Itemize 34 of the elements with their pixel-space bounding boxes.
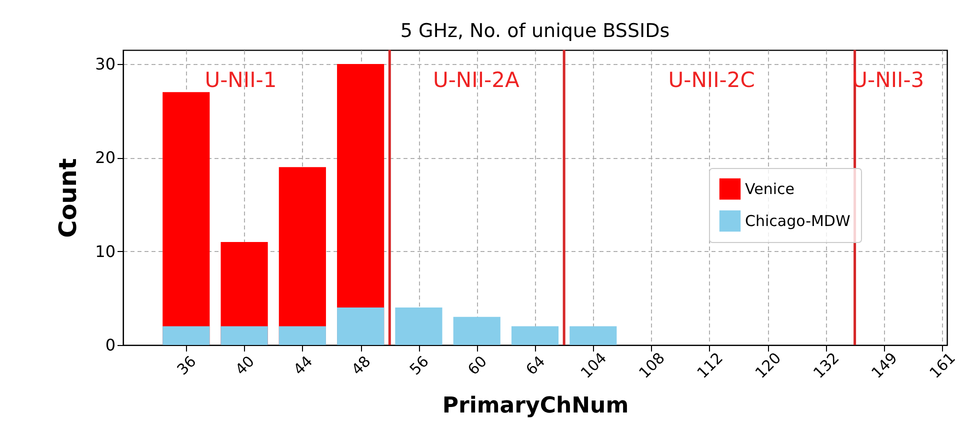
x-tick-label: 48 xyxy=(348,352,374,379)
y-tick-label: 10 xyxy=(95,242,116,261)
legend-label: Chicago-MDW xyxy=(745,212,850,230)
y-tick-label: 30 xyxy=(95,54,116,74)
bar xyxy=(570,326,617,345)
bar xyxy=(162,326,210,345)
x-tick-label: 64 xyxy=(522,352,549,379)
chart-title: 5 GHz, No. of unique BSSIDs xyxy=(400,20,670,42)
annotation: U-NII-1 xyxy=(204,68,277,92)
x-tick-label: 161 xyxy=(926,349,959,382)
x-tick-label: 108 xyxy=(635,349,668,382)
annotation: U-NII-2A xyxy=(432,68,520,92)
legend-label: Venice xyxy=(745,180,794,198)
x-tick-label: 40 xyxy=(232,352,258,379)
bar xyxy=(453,316,500,345)
x-tick-label: 112 xyxy=(693,349,726,382)
bar xyxy=(220,326,268,345)
annotation: U-NII-2C xyxy=(668,68,755,92)
x-tick-label: 36 xyxy=(174,352,200,379)
x-tick-label: 120 xyxy=(752,349,785,382)
y-tick-label: 0 xyxy=(105,336,116,354)
x-tick-label: 56 xyxy=(406,352,432,379)
x-tick-label: 44 xyxy=(290,352,316,379)
x-axis-title: PrimaryChNum xyxy=(442,393,629,418)
x-tick-label: 149 xyxy=(868,349,901,382)
x-tick-label: 104 xyxy=(577,349,610,382)
x-tick-label: 132 xyxy=(810,349,843,382)
y-axis-title: Count xyxy=(54,158,82,238)
bar xyxy=(337,308,384,345)
y-tick-label: 20 xyxy=(95,148,116,168)
bar xyxy=(278,326,326,345)
bar xyxy=(395,308,442,345)
x-tick-label: 60 xyxy=(464,352,490,379)
bar xyxy=(511,326,559,345)
